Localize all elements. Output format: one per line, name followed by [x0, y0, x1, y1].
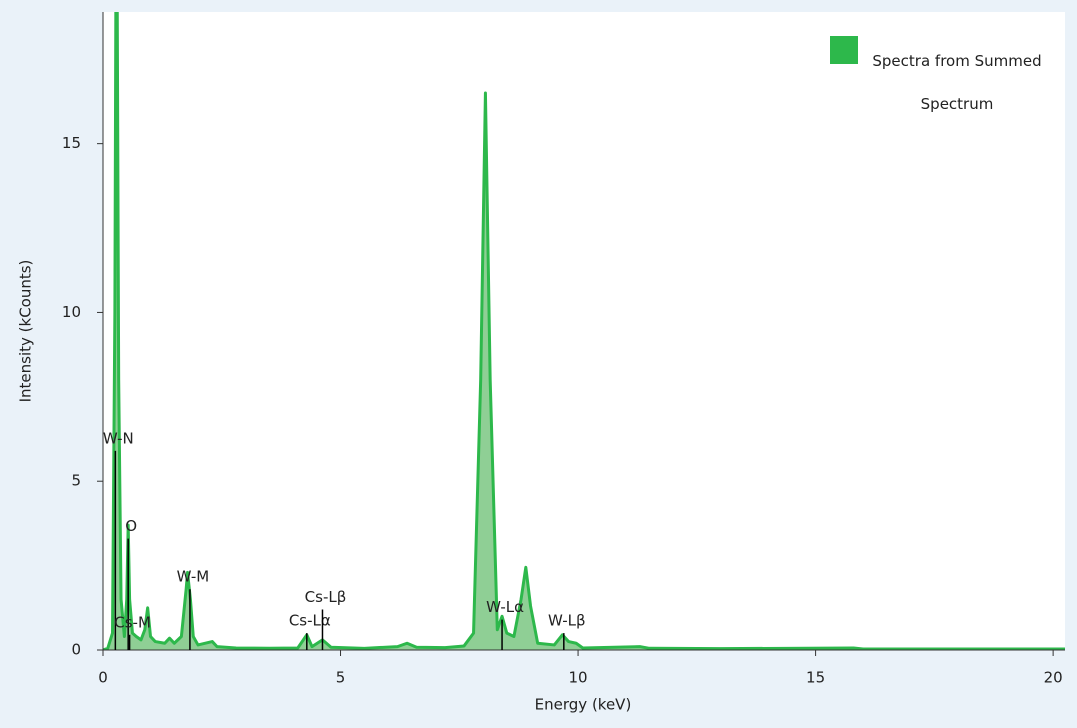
- x-tick-label: 10: [569, 669, 588, 687]
- peak-label: W-Lβ: [548, 612, 586, 630]
- x-tick-label: 0: [98, 669, 108, 687]
- peak-label: W-M: [177, 568, 210, 586]
- x-tick-label: 20: [1044, 669, 1063, 687]
- plot-area: [103, 12, 1065, 650]
- y-tick-label: 10: [62, 303, 81, 321]
- peak-label: Cs-Lβ: [305, 588, 347, 606]
- spectrum-line: [103, 12, 1065, 650]
- x-tick-label: 15: [806, 669, 825, 687]
- x-axis-label: Energy (keV): [535, 696, 632, 714]
- y-tick-label: 15: [62, 134, 81, 152]
- y-tick-label: 0: [71, 641, 81, 659]
- legend-label: Spectra from Summed Spectrum: [872, 52, 1042, 113]
- peak-label: O: [125, 517, 137, 535]
- y-axis-label: Intensity (kCounts): [17, 260, 35, 403]
- peak-label: Cs-M: [114, 613, 151, 631]
- plot: [103, 12, 1065, 650]
- x-tick-label: 5: [336, 669, 346, 687]
- peak-label: W-N: [103, 429, 134, 447]
- legend: Spectra from Summed Spectrum: [820, 26, 1052, 114]
- peak-label: Cs-Lα: [289, 612, 331, 630]
- y-tick-label: 5: [71, 472, 81, 490]
- legend-swatch: [830, 36, 858, 64]
- peak-label: W-Lα: [486, 598, 524, 616]
